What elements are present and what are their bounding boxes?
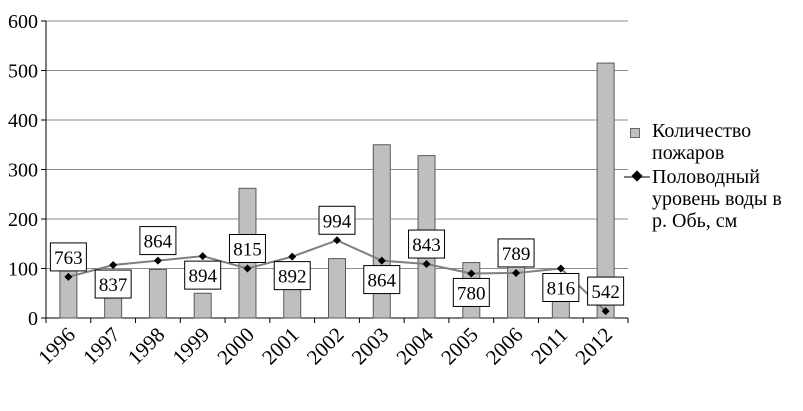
- data-label: 894: [188, 266, 217, 287]
- y-tick-label: 600: [8, 11, 38, 33]
- data-label: 864: [144, 232, 173, 253]
- line-layer: [64, 236, 610, 316]
- line-point: [556, 264, 565, 273]
- legend-bar-swatch: [630, 128, 640, 138]
- legend-label-fires: Количество пожаров: [652, 120, 752, 164]
- bar: [148, 268, 167, 319]
- bar: [59, 263, 78, 319]
- y-tick-label: 200: [8, 209, 38, 231]
- bars-layer: [59, 62, 615, 319]
- data-label-box: [228, 234, 266, 263]
- x-tick-label: 1999: [168, 323, 215, 370]
- legend-label-water-level: Половодный уровень воды в р. Обь, см: [652, 166, 782, 232]
- bar: [328, 258, 346, 319]
- data-label: 816: [547, 279, 576, 300]
- data-label: 864: [368, 271, 397, 292]
- x-tick-label: 2006: [481, 323, 528, 370]
- line-point: [333, 236, 341, 245]
- data-label: 843: [412, 235, 441, 256]
- data-label: 837: [99, 275, 128, 296]
- line-point: [467, 269, 476, 278]
- x-tick-label: 2000: [212, 323, 259, 370]
- y-tick-label: 100: [8, 259, 38, 281]
- bar: [507, 258, 526, 319]
- x-tick-label: 2003: [347, 323, 394, 370]
- data-label: 815: [233, 240, 262, 261]
- line-point: [153, 256, 162, 265]
- data-label: 789: [502, 244, 531, 265]
- data-label-box: [94, 269, 132, 299]
- x-tick-label: 2004: [391, 322, 438, 369]
- x-tick-label: 2012: [570, 323, 617, 370]
- x-tick-label: 2001: [257, 323, 304, 370]
- data-label-box: [587, 276, 625, 306]
- y-tick-label: 0: [28, 308, 38, 330]
- labels-layer: 763 837 864 894 815 892 994 864 843 780 789 816 542: [49, 205, 625, 307]
- line-point: [422, 260, 431, 269]
- x-tick-label: 1998: [123, 323, 170, 370]
- data-label-box: [184, 260, 222, 290]
- legend: Количество пожаров Половодный уровень во…: [624, 120, 799, 234]
- y-tick-label: 500: [8, 61, 38, 83]
- bar: [596, 62, 615, 319]
- data-label: 994: [323, 211, 352, 232]
- line-point: [601, 307, 610, 316]
- data-label-box: [452, 277, 490, 307]
- grid-layer: [46, 20, 628, 269]
- y-tick-label: 400: [8, 110, 38, 132]
- data-label: 892: [278, 267, 307, 288]
- x-tick-label: 1996: [33, 323, 80, 370]
- data-label-box: [273, 261, 311, 291]
- data-label-box: [497, 238, 535, 268]
- line-point: [377, 256, 386, 265]
- x-tick-label: 2005: [436, 323, 483, 370]
- legend-item-fires: Количество пожаров: [624, 120, 799, 164]
- data-label-box: [363, 265, 401, 295]
- x-tick-label: 2002: [302, 323, 349, 370]
- line-point: [288, 252, 297, 261]
- line-point: [64, 272, 73, 281]
- bar: [104, 295, 123, 319]
- y-tick-label: 300: [8, 160, 38, 182]
- legend-line-swatch: [624, 170, 650, 182]
- data-label-box: [139, 226, 177, 256]
- diamond-marker-icon: [631, 170, 643, 182]
- axis-layer: 0100200300400500600199619971998199920002…: [8, 11, 629, 370]
- data-label: 542: [591, 282, 620, 303]
- legend-item-water-level: Половодный уровень воды в р. Обь, см: [624, 166, 799, 232]
- data-label-box: [542, 273, 580, 302]
- data-label-box: [408, 229, 446, 259]
- data-label: 780: [457, 283, 486, 304]
- data-label-box: [49, 242, 87, 272]
- line-point: [109, 261, 118, 270]
- line-point: [243, 264, 252, 273]
- data-label: 763: [54, 248, 83, 269]
- line-point: [198, 252, 207, 261]
- x-tick-label: 2011: [526, 323, 572, 369]
- x-tick-label: 1997: [78, 323, 125, 370]
- bar: [193, 292, 212, 319]
- line-point: [512, 268, 521, 277]
- data-label-box: [318, 205, 356, 235]
